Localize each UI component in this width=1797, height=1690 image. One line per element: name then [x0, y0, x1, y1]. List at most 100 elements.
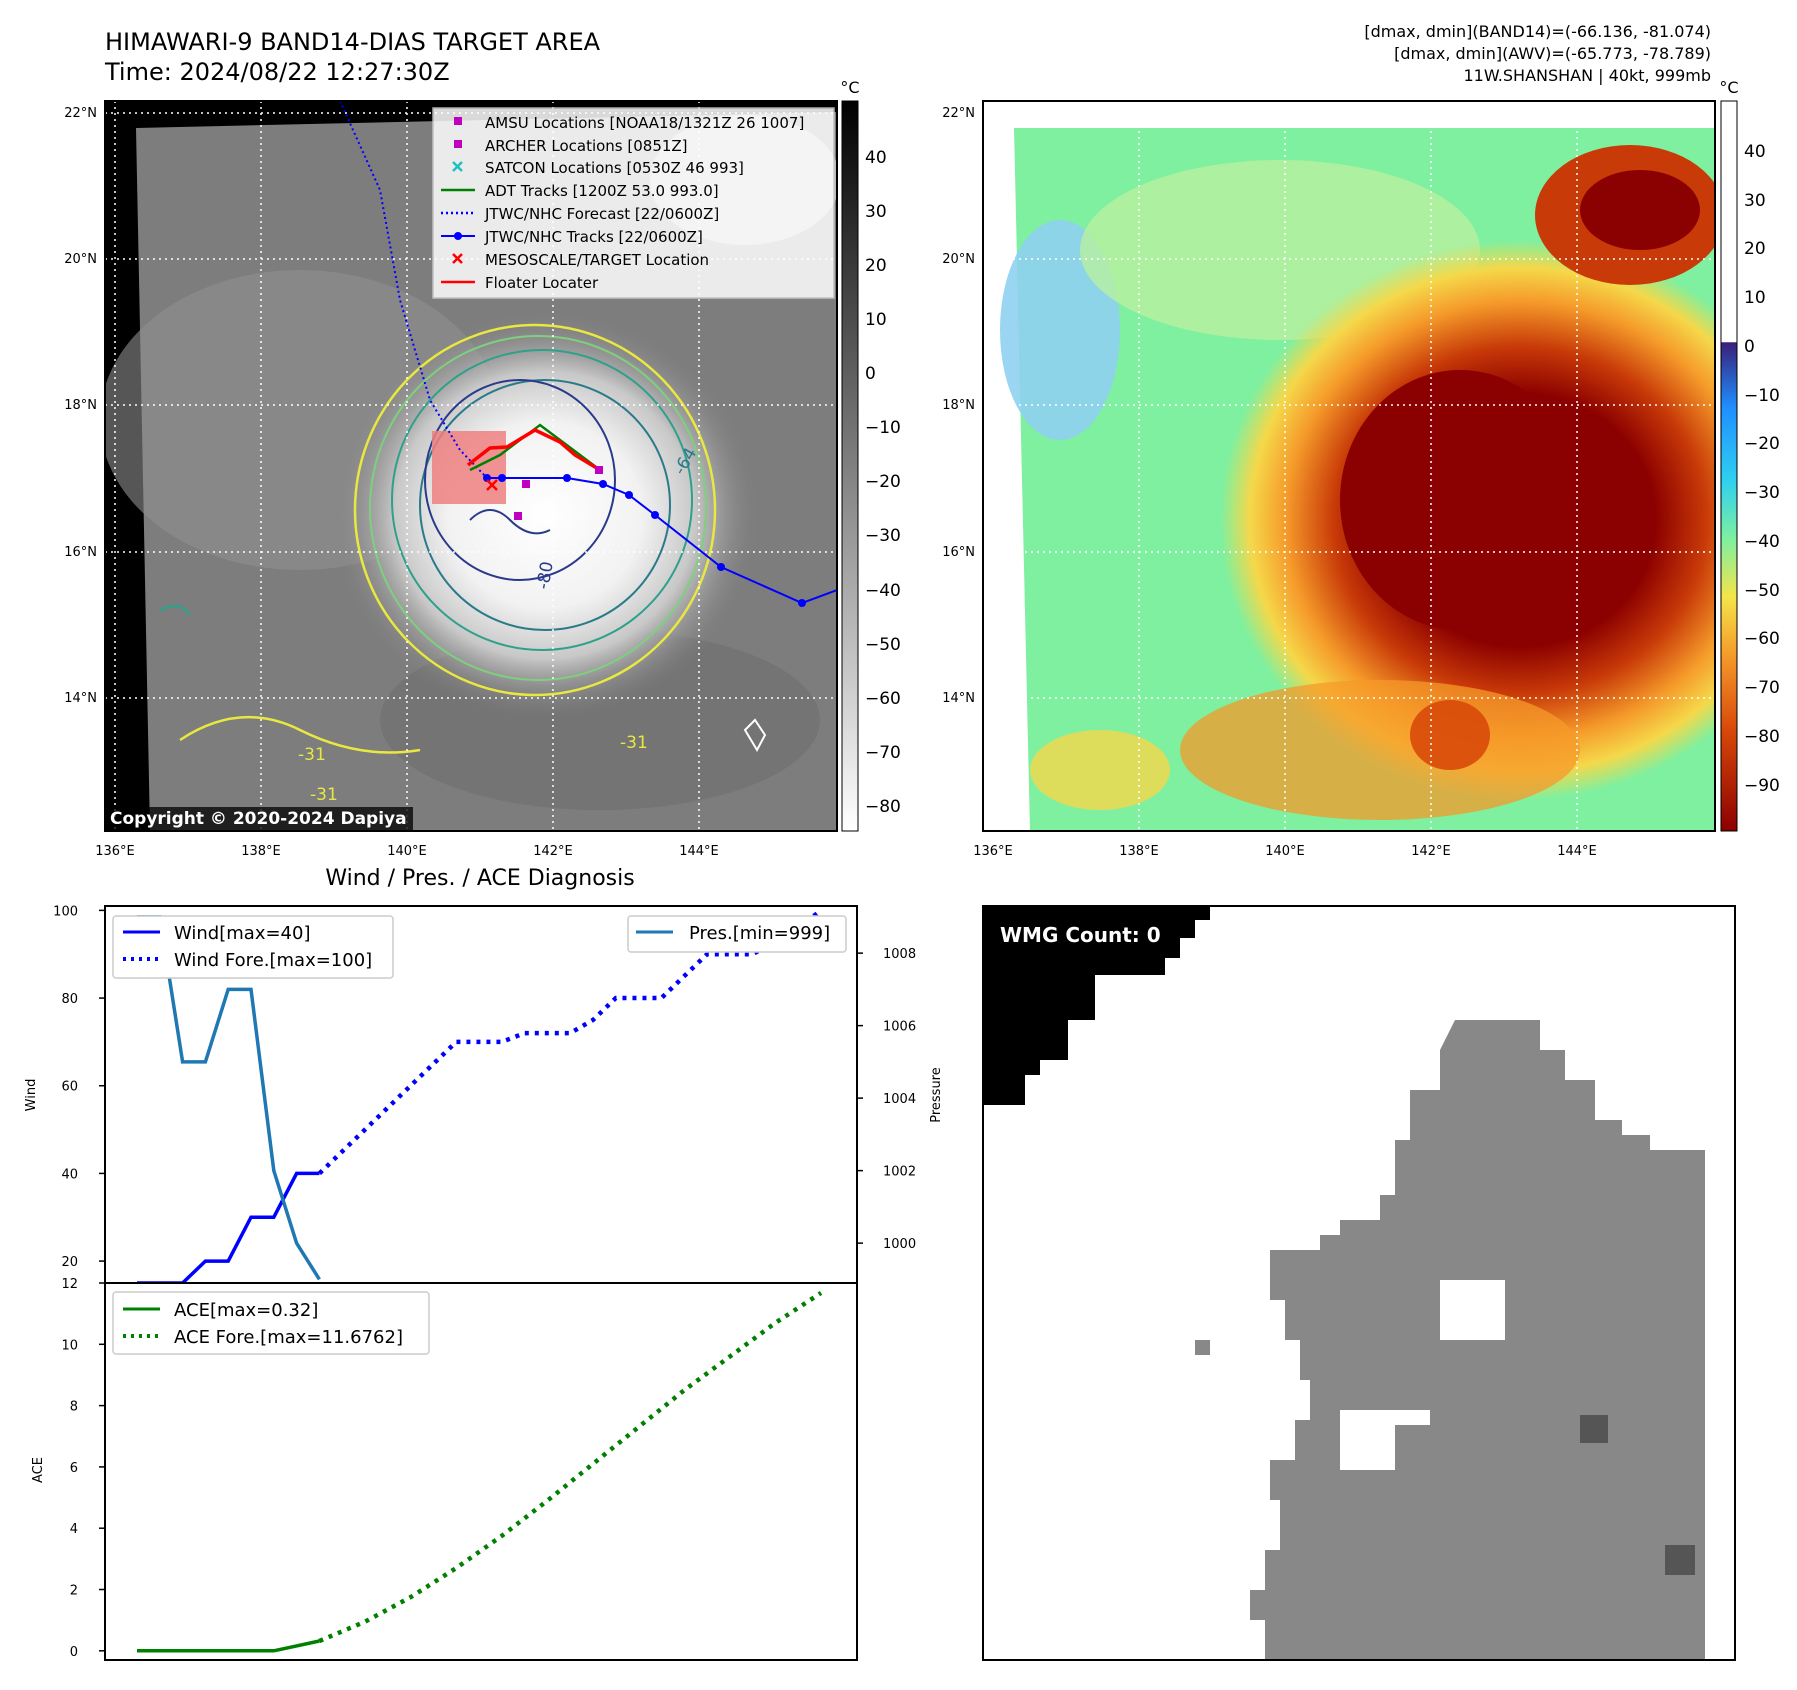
awv-map-gridlines: [983, 101, 1715, 831]
svg-text:−70: −70: [865, 743, 901, 763]
svg-text:−70: −70: [1744, 678, 1780, 698]
svg-text:−10: −10: [1744, 386, 1780, 406]
map-legend: AMSU Locations [NOAA18/1321Z 26 1007] AR…: [432, 107, 835, 299]
svg-text:16°N: 16°N: [942, 545, 975, 560]
colorbar-left-ticks: 40 30 20 10 0 −10 −20 −30 −40 −50 −60 −7…: [865, 148, 901, 817]
legend-windfore-label: Wind Fore.[max=100]: [174, 950, 372, 971]
legend-jtwc-label: JTWC/NHC Tracks [22/0600Z]: [484, 228, 703, 246]
right-title-line2: [dmax, dmin](AWV)=(-65.773, -78.789): [1394, 44, 1711, 63]
contour-label-31b: -31: [298, 745, 326, 765]
svg-text:−50: −50: [865, 635, 901, 655]
wind-tick-label: 60: [61, 1080, 78, 1095]
colorbar-right-ticks: 40 30 20 10 0 −10 −20 −30 −40 −50 −60 −7…: [1744, 142, 1780, 796]
ace-series-line-1: [318, 1291, 823, 1644]
colorbar-left-ramp: [841, 100, 859, 832]
legend-target: MESOSCALE/TARGET Location: [452, 251, 709, 269]
wind-pressure-chart: 20 40 60 80 100 1000 1002 1004 1006 1008 Wind Pr…: [24, 904, 944, 1285]
svg-text:0: 0: [865, 364, 876, 384]
wmg-dark-cell-a: [1580, 1415, 1608, 1443]
lat-tick-22: 22°N: [64, 106, 97, 121]
legend-forecast-label: JTWC/NHC Forecast [22/0600Z]: [484, 205, 719, 223]
legend-forecast: JTWC/NHC Forecast [22/0600Z]: [441, 205, 719, 223]
svg-text:30: 30: [1744, 191, 1766, 211]
svg-text:10: 10: [1744, 288, 1766, 308]
svg-text:−50: −50: [1744, 581, 1780, 601]
lat-tick-14: 14°N: [64, 691, 97, 706]
wmg-frame: [982, 905, 1736, 1661]
svg-text:142°E: 142°E: [1411, 844, 1451, 859]
amsu-marker: [522, 480, 530, 488]
legend-target-label: MESOSCALE/TARGET Location: [485, 251, 709, 269]
legend-archer: ARCHER Locations [0851Z]: [454, 137, 688, 155]
ace-series-lines: [137, 1291, 823, 1653]
colorbar-right-ramp: [1720, 100, 1738, 832]
lon-tick-140: 140°E: [387, 844, 427, 859]
svg-text:−80: −80: [1744, 727, 1780, 747]
svg-text:−80: −80: [865, 797, 901, 817]
svg-text:−40: −40: [1744, 532, 1780, 552]
svg-text:140°E: 140°E: [1265, 844, 1305, 859]
svg-text:0: 0: [1744, 337, 1755, 357]
svg-text:−40: −40: [865, 581, 901, 601]
wind-legend: Wind[max=40] Wind Fore.[max=100]: [112, 915, 394, 979]
legend-acefore-label: ACE Fore.[max=11.6762]: [174, 1327, 403, 1348]
wmg-gap-b: [1340, 1410, 1430, 1470]
colorbar-right: °C 40 30 20 10 0 −10 −20 −30 −40 −50 −60…: [1719, 78, 1780, 832]
legend-target-marker: [452, 253, 463, 264]
pressure-tick-label: 1004: [883, 1092, 916, 1107]
copyright-label: Copyright © 2020-2024 Dapiya: [104, 807, 413, 831]
svg-text:136°E: 136°E: [973, 844, 1013, 859]
ace-tick-label: 0: [70, 1645, 78, 1660]
jtwc-forecast-track: [339, 101, 488, 479]
svg-text:−60: −60: [1744, 629, 1780, 649]
contour-label-31c: -31: [310, 785, 338, 805]
right-title-line1: [dmax, dmin](BAND14)=(-66.136, -81.074): [1364, 22, 1711, 41]
legend-pres-label: Pres.[min=999]: [689, 923, 830, 944]
legend-satcon-marker: [452, 161, 463, 172]
svg-text:40: 40: [865, 148, 887, 168]
ace-tick-label: 12: [61, 1277, 78, 1292]
lon-tick-138: 138°E: [241, 844, 281, 859]
legend-amsu-label: AMSU Locations [NOAA18/1321Z 26 1007]: [485, 114, 804, 132]
svg-text:14°N: 14°N: [942, 691, 975, 706]
ace-legend: ACE[max=0.32] ACE Fore.[max=11.6762]: [112, 1291, 430, 1355]
ir-map-lat-ticks: 22°N 20°N 18°N 16°N 14°N: [64, 106, 97, 706]
wmg-count-label: WMG Count: 0: [1000, 923, 1161, 947]
contour-label-31a: -31: [620, 733, 648, 753]
svg-text:20: 20: [1744, 239, 1766, 259]
wmg-isolated-cell: [1195, 1340, 1210, 1355]
legend-adt-label: ADT Tracks [1200Z 53.0 993.0]: [485, 182, 719, 200]
ir-map-frame: [104, 100, 838, 832]
contour-label-80: -80: [533, 560, 558, 591]
awv-map-lat-ticks: 22°N 20°N 18°N 16°N 14°N: [942, 106, 975, 706]
ace-tick-label: 8: [70, 1400, 78, 1415]
pressure-tick-label: 1006: [883, 1020, 916, 1035]
svg-text:−30: −30: [1744, 483, 1780, 503]
svg-text:−90: −90: [1744, 776, 1780, 796]
wmg-dark-cell-b: [1665, 1545, 1695, 1575]
ace-tick-label: 4: [70, 1522, 78, 1537]
svg-text:−20: −20: [865, 472, 901, 492]
awv-map-image: [983, 101, 1715, 831]
wind-y-ticks: 20 40 60 80 100: [53, 904, 105, 1270]
svg-text:144°E: 144°E: [1557, 844, 1597, 859]
ace-tick-label: 2: [70, 1584, 78, 1599]
wind-tick-label: 100: [53, 904, 78, 919]
legend-amsu: AMSU Locations [NOAA18/1321Z 26 1007]: [454, 114, 804, 132]
archer-marker: [514, 512, 522, 520]
pressure-tick-label: 1002: [883, 1165, 916, 1180]
lat-tick-18: 18°N: [64, 398, 97, 413]
legend-archer-marker: [454, 140, 462, 148]
diag-title: Wind / Pres. / ACE Diagnosis: [325, 866, 634, 891]
pressure-tick-label: 1008: [883, 947, 916, 962]
legend-amsu-marker: [454, 117, 462, 125]
legend-wind-label: Wind[max=40]: [174, 923, 311, 944]
ace-series-line-0: [137, 1639, 320, 1653]
lat-tick-20: 20°N: [64, 252, 97, 267]
legend-satcon-label: SATCON Locations [0530Z 46 993]: [485, 159, 744, 177]
wmg-panel: [982, 905, 1736, 1661]
colorbar-left-unit: °C: [840, 78, 859, 97]
svg-text:40: 40: [1744, 142, 1766, 162]
